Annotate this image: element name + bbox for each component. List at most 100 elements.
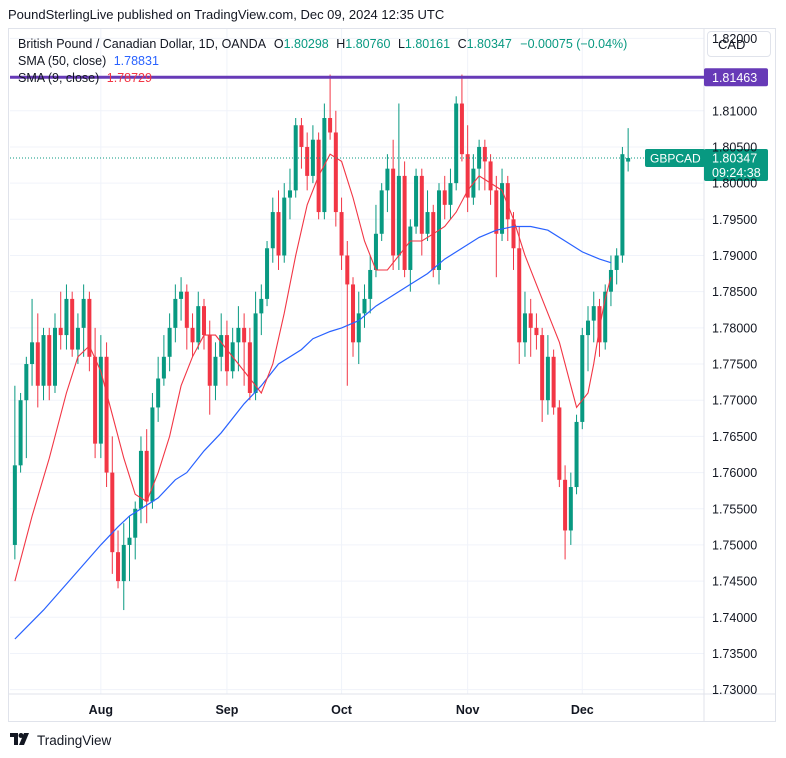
candle-body: [104, 356, 109, 473]
candle-body: [242, 327, 247, 343]
candle-body: [58, 327, 63, 336]
symbol-tag-label: GBPCAD: [650, 152, 701, 166]
candle-body: [41, 335, 46, 386]
candles-group: [12, 74, 631, 611]
candle-body: [213, 356, 218, 386]
candle-body: [253, 313, 258, 393]
candle-body: [522, 313, 527, 343]
publication-header: PoundSterlingLive published on TradingVi…: [8, 7, 445, 22]
candle-body: [591, 306, 596, 321]
candle-body: [442, 190, 447, 205]
candle-body: [373, 233, 378, 270]
price-tick-label: 1.73000: [712, 683, 757, 697]
low-value: 1.80161: [404, 37, 451, 51]
candle-body: [219, 335, 224, 357]
currency-button[interactable]: CAD: [707, 31, 771, 57]
time-tick-label: Dec: [571, 703, 594, 717]
footer[interactable]: TradingView: [10, 733, 111, 748]
candle-body: [597, 306, 602, 343]
candle-body: [190, 327, 195, 343]
candle-body: [534, 327, 539, 336]
candle-body: [465, 154, 470, 198]
candle-body: [482, 146, 487, 162]
candle-body: [586, 320, 591, 336]
candle-body: [385, 168, 390, 191]
candle-body: [568, 487, 573, 531]
candle-body: [161, 356, 166, 379]
candle-body: [620, 154, 625, 256]
candle-body: [391, 168, 396, 256]
candle-body: [310, 139, 315, 176]
candle-body: [459, 103, 464, 155]
time-tick-label: Oct: [331, 703, 353, 717]
candle-body: [414, 175, 419, 227]
candle-body: [339, 212, 344, 256]
candle-body: [179, 291, 184, 299]
price-tick-label: 1.79500: [712, 213, 757, 227]
legend-symbol-row: British Pound / Canadian Dollar, 1D, OAN…: [18, 36, 627, 53]
candle-body: [425, 212, 430, 234]
symbol-tag: [645, 149, 705, 168]
candle-body: [110, 472, 115, 553]
candle-body: [224, 335, 229, 372]
candle-body: [201, 306, 207, 336]
high-label: H: [336, 37, 346, 51]
price-tick-label: 1.79000: [712, 249, 757, 263]
candle-body: [35, 342, 40, 386]
candle-body: [551, 356, 556, 408]
candle-body: [144, 450, 149, 502]
time-tick-label: Aug: [89, 703, 113, 717]
sma9-value: 1.78729: [106, 71, 152, 85]
candle-body: [368, 269, 373, 299]
candle-body: [173, 298, 178, 328]
price-tick-label: 1.81000: [712, 104, 757, 118]
close-value: 1.80347: [466, 37, 512, 51]
candle-body: [345, 255, 350, 285]
candle-body: [299, 125, 304, 147]
candle-body: [505, 183, 510, 220]
candle-body: [477, 146, 482, 169]
candle-body: [580, 335, 585, 422]
candle-body: [402, 175, 407, 270]
candle-body: [500, 183, 505, 234]
price-tick-label: 1.77000: [712, 394, 757, 408]
sma50-value: 1.78831: [113, 54, 159, 68]
price-tick-label: 1.82000: [712, 32, 757, 46]
close-label: C: [457, 37, 467, 51]
axis-separators: [9, 29, 775, 721]
candle-body: [408, 226, 413, 270]
candle-body: [93, 356, 98, 444]
price-axis[interactable]: 1.73000 1.73500 1.74000 1.74500 1.75000 1.755…: [712, 32, 757, 697]
candle-body: [24, 364, 29, 401]
open-label: O: [273, 37, 284, 51]
price-tick-label: 1.73500: [712, 647, 757, 661]
candle-body: [608, 269, 613, 292]
time-axis[interactable]: Aug Sep Oct Nov Dec: [89, 703, 594, 717]
candle-body: [87, 298, 92, 357]
candle-body: [121, 544, 126, 582]
candle-body: [396, 175, 401, 256]
sma50-line[interactable]: [14, 225, 612, 640]
candle-body: [517, 248, 522, 343]
candle-body: [64, 298, 69, 336]
candle-body: [351, 284, 356, 343]
candle-body: [156, 378, 161, 408]
candle-body: [247, 342, 252, 393]
candle-body: [12, 465, 17, 545]
legend-sma9-row[interactable]: SMA (9, close) 1.78729: [18, 70, 627, 87]
open-value: 1.80298: [283, 37, 329, 51]
last-price-label: 1.80347: [712, 152, 757, 166]
grid-lines: [10, 29, 704, 694]
candle-body: [333, 132, 338, 213]
resistance-line-group[interactable]: 1.81463: [10, 68, 768, 87]
candle-body: [494, 190, 499, 234]
resistance-price-tag: [704, 68, 768, 87]
moving-averages: [14, 153, 612, 640]
candle-body: [133, 508, 138, 538]
candle-body: [150, 407, 155, 502]
resistance-price-label: 1.81463: [712, 71, 757, 85]
sma9-line[interactable]: [14, 153, 612, 582]
legend-sma50-row[interactable]: SMA (50, close) 1.78831: [18, 53, 627, 70]
